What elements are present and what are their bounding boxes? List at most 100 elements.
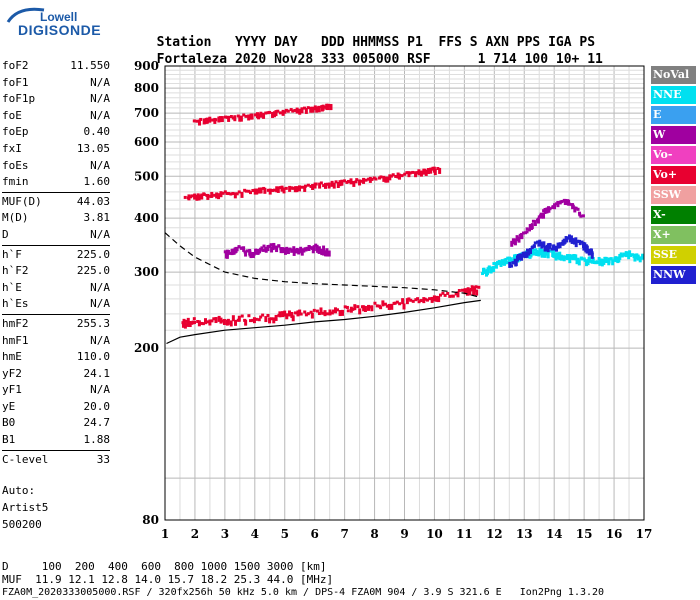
echo-point <box>299 246 303 253</box>
echo-point <box>264 111 268 115</box>
param-value: N/A <box>90 75 110 89</box>
echo-point <box>221 191 225 195</box>
header-label-ffs: FFS <box>438 35 462 50</box>
echo-point <box>424 169 428 176</box>
echo-point <box>238 115 242 122</box>
x-tick-labels: 1 2 3 4 5 6 7 8 9 10 11 12 13 14 15 16 17 <box>161 527 653 541</box>
echo-point <box>340 179 344 186</box>
echo-point <box>386 176 390 183</box>
echo-point <box>622 252 626 256</box>
echo-point <box>259 111 263 118</box>
param-row: yF2 24.1 <box>2 366 110 383</box>
legend-entry: Vo+ <box>651 166 696 184</box>
echo-point <box>598 259 602 266</box>
echo-point <box>435 295 439 302</box>
y-tick-label: 200 <box>134 341 159 355</box>
echo-point <box>536 217 540 224</box>
echo-point <box>303 184 307 188</box>
param-row: B0 24.7 <box>2 415 110 432</box>
echo-point <box>227 192 231 196</box>
echo-point <box>489 267 493 274</box>
echo-point <box>198 119 202 126</box>
echo-point <box>235 192 239 196</box>
echo-point <box>405 298 409 305</box>
echo-point <box>247 314 251 318</box>
echo-point <box>555 252 559 259</box>
header-value-p1: RSF <box>407 52 431 67</box>
header-value-iga: 10+ <box>555 52 580 67</box>
echo-point <box>254 317 258 321</box>
param-name: C-level <box>2 452 49 466</box>
echo-point <box>257 113 261 120</box>
echo-point <box>244 114 248 118</box>
echo-point <box>345 305 349 309</box>
auto-label: Auto: <box>2 484 36 497</box>
echo-point <box>300 185 304 189</box>
param-separator <box>2 191 110 193</box>
param-value: 1.88 <box>83 433 111 447</box>
echo-point <box>542 212 546 219</box>
echo-point <box>217 116 221 123</box>
echo-point <box>525 251 529 258</box>
param-value: 0.40 <box>83 125 111 139</box>
echo-point <box>314 182 318 186</box>
echo-point <box>186 317 190 324</box>
echo-point <box>295 250 299 254</box>
echo-point <box>387 303 391 310</box>
echo-point <box>473 286 477 293</box>
echo-point <box>262 248 266 252</box>
echo-point <box>292 246 296 253</box>
echo-point <box>252 317 256 324</box>
echo-point <box>322 245 326 252</box>
echo-point <box>367 304 371 311</box>
echo-point <box>254 248 258 255</box>
echo-point <box>226 249 230 253</box>
echo-point <box>242 246 246 250</box>
param-name: yF1 <box>2 383 22 397</box>
echo-point <box>468 289 472 296</box>
param-name: MUF(D) <box>2 194 42 208</box>
param-value: N/A <box>90 92 110 106</box>
echo-point <box>286 248 290 255</box>
echo-point <box>282 187 286 194</box>
legend-entry: X- <box>651 206 696 224</box>
echo-point <box>278 311 282 318</box>
legend-entry: NNE <box>651 86 696 104</box>
echo-point <box>564 198 568 205</box>
echo-point <box>318 182 322 189</box>
echo-point <box>474 285 478 289</box>
header-value-station: Fortaleza <box>156 52 228 67</box>
echo-point <box>295 107 299 114</box>
echo-point <box>604 257 608 264</box>
echo-point <box>288 185 292 192</box>
echo-point <box>487 265 491 269</box>
echo-point <box>235 248 239 252</box>
echo-point <box>205 117 209 124</box>
echo-point <box>539 212 543 219</box>
echo-point <box>531 248 535 255</box>
echo-point <box>372 176 376 180</box>
x-tick-label: 3 <box>221 527 229 541</box>
param-value: 225.0 <box>76 247 110 261</box>
echo-point <box>574 241 578 248</box>
echo-point <box>220 319 224 323</box>
param-name: h`F2 <box>2 264 29 278</box>
echo-point <box>537 240 541 247</box>
echo-point <box>358 308 362 315</box>
y-tick-label: 80 <box>142 513 159 527</box>
param-row: foF1 N/A <box>2 75 110 92</box>
param-value: N/A <box>90 158 110 172</box>
echo-point <box>208 116 212 123</box>
echo-point <box>262 112 266 119</box>
echo-point <box>279 247 283 251</box>
echo-point <box>336 308 340 312</box>
echo-point <box>355 178 359 182</box>
echo-point <box>187 194 191 201</box>
echo-point <box>310 312 314 319</box>
echo-point <box>294 311 298 315</box>
param-row: M(D) 3.81 <box>2 210 110 227</box>
echo-point <box>583 242 587 246</box>
echo-point <box>358 179 362 186</box>
echo-point <box>325 312 329 316</box>
echo-point <box>568 257 572 264</box>
